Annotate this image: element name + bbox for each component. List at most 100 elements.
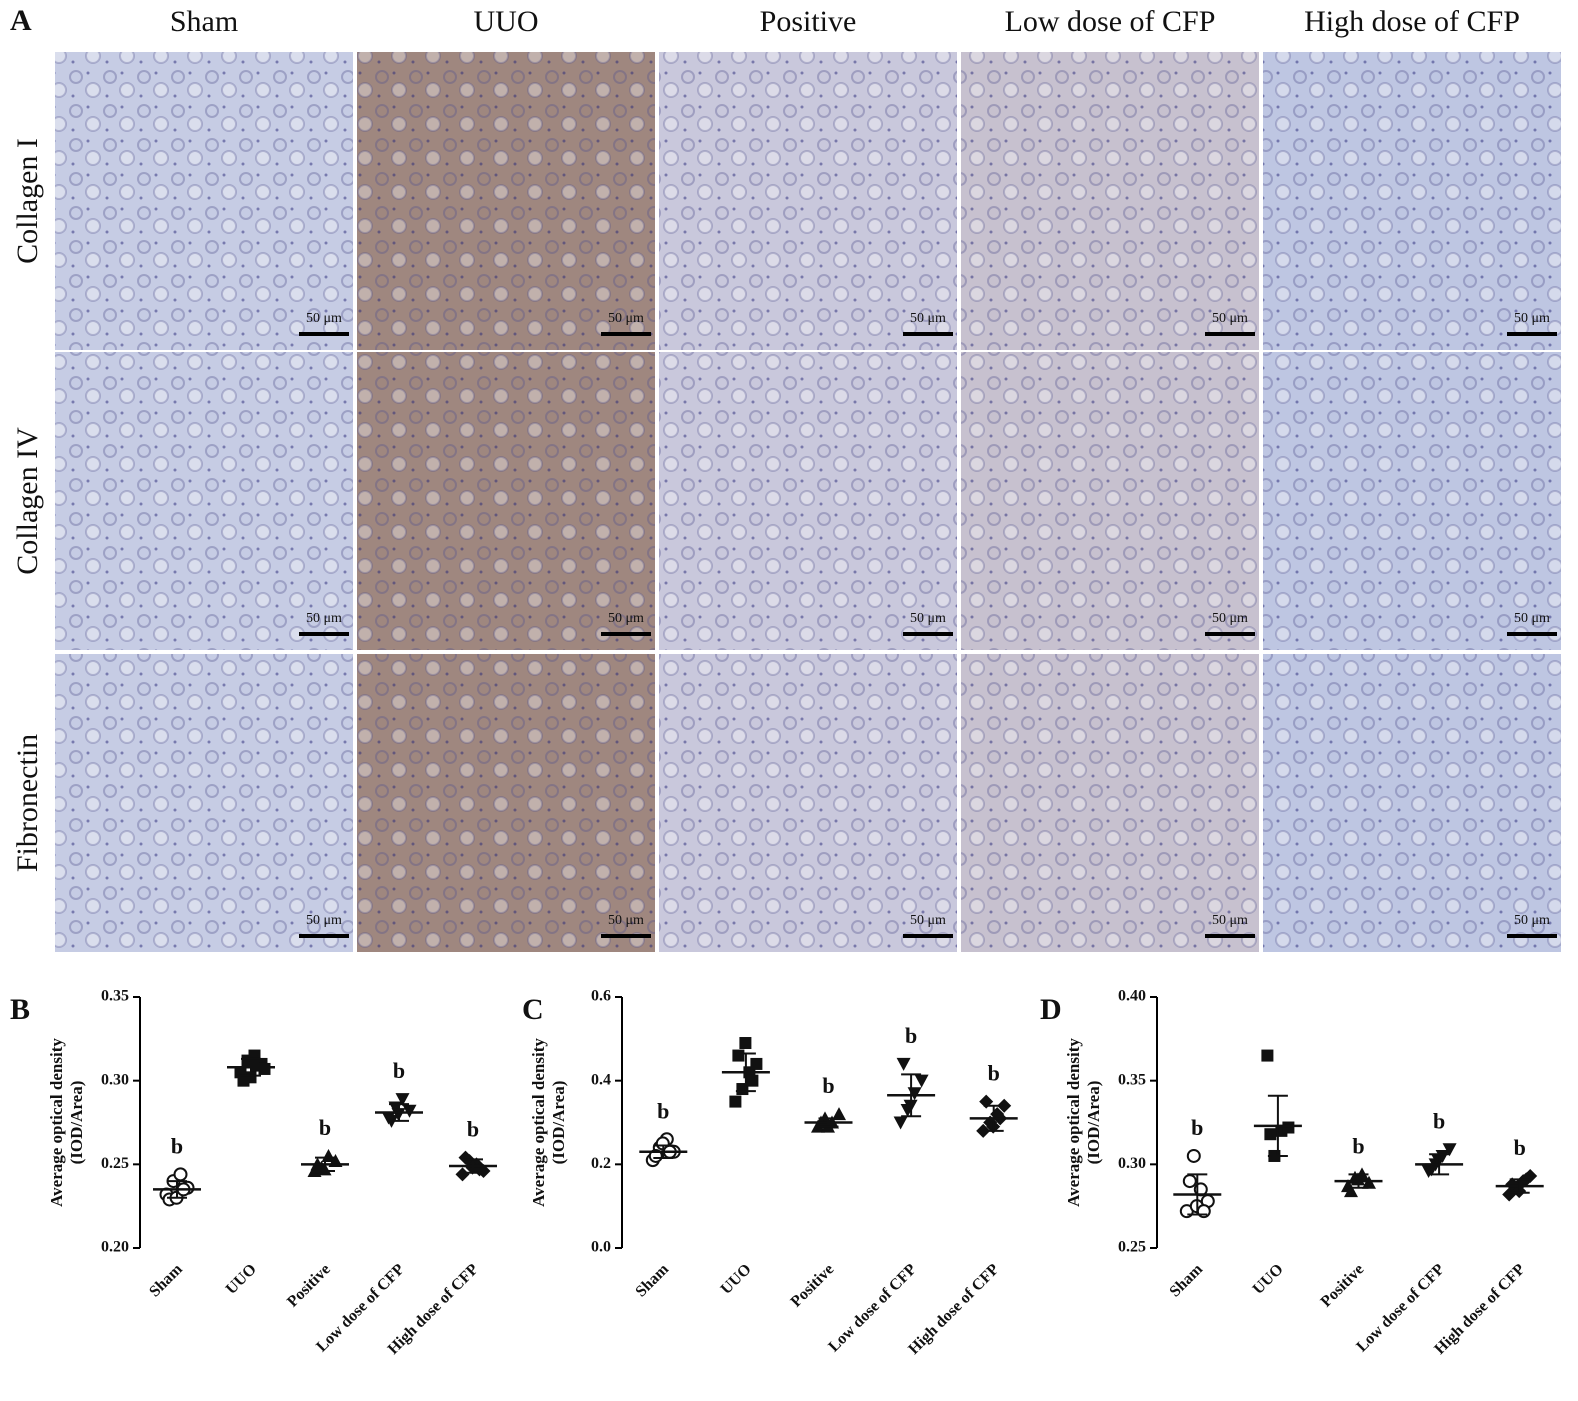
y-tick-label: 0.20 [101, 1239, 129, 1256]
point [732, 1049, 745, 1062]
point [173, 1167, 188, 1182]
point [1186, 1148, 1201, 1163]
column-label: Sham [170, 5, 238, 38]
panel-label: A [10, 4, 32, 37]
point [997, 1098, 1012, 1113]
y-tick-label: 0.0 [591, 1239, 611, 1256]
scale-bar-label: 50 μm [1212, 913, 1248, 928]
scale-bar-label: 50 μm [910, 311, 946, 326]
annotation: b [657, 1098, 669, 1123]
annotation: b [988, 1061, 1000, 1086]
point [729, 1095, 742, 1108]
point [1282, 1121, 1295, 1134]
annotation: b [467, 1117, 479, 1142]
point [307, 1164, 322, 1178]
point [907, 1087, 922, 1101]
annotation: b [1433, 1108, 1445, 1133]
point [1424, 1163, 1439, 1177]
scale-bar-label: 50 μm [306, 611, 342, 626]
micrograph-texture [961, 52, 1259, 350]
annotation: b [171, 1133, 183, 1158]
row-label: Collagen IV [11, 427, 44, 575]
x-tick-label: High dose of CFP [1431, 1261, 1528, 1358]
point [244, 1071, 257, 1084]
x-tick-label: Positive [284, 1261, 334, 1311]
y-tick-label: 0.35 [101, 988, 129, 1005]
x-tick-label: Sham [632, 1260, 672, 1300]
x-tick-label: UUO [1250, 1261, 1287, 1298]
micrograph-texture [1263, 52, 1561, 350]
annotation: b [1514, 1135, 1526, 1160]
point [746, 1074, 759, 1087]
y-tick-label: 0.30 [101, 1071, 129, 1088]
micrograph-texture [357, 654, 655, 952]
scale-bar-label: 50 μm [608, 611, 644, 626]
scale-bar-label: 50 μm [608, 913, 644, 928]
column-label: Low dose of CFP [1005, 5, 1216, 38]
x-tick-label: Positive [1318, 1261, 1368, 1311]
micrograph-texture [55, 52, 353, 350]
annotation: b [1352, 1133, 1364, 1158]
y-tick-label: 0.40 [1118, 988, 1146, 1005]
x-tick-label: UUO [718, 1261, 755, 1298]
micrograph-texture [659, 654, 957, 952]
y-tick-label: 0.25 [1118, 1239, 1146, 1256]
x-tick-label: Low dose of CFP [825, 1261, 920, 1356]
point [1261, 1049, 1274, 1062]
scale-bar-label: 50 μm [1212, 611, 1248, 626]
y-tick-label: 0.2 [591, 1155, 611, 1172]
column-label: Positive [760, 5, 857, 38]
y-axis-label: (IOD/Area) [67, 1081, 86, 1165]
panel-label: D [1040, 993, 1062, 1026]
scale-bar-label: 50 μm [1514, 913, 1550, 928]
y-axis-label: Average optical density [47, 1038, 66, 1207]
y-axis-label: (IOD/Area) [1084, 1081, 1103, 1165]
point [1264, 1128, 1277, 1141]
point [750, 1057, 763, 1070]
panel-label: C [522, 993, 544, 1026]
x-tick-label: Sham [1166, 1260, 1206, 1300]
annotation: b [319, 1115, 331, 1140]
annotation: b [822, 1073, 834, 1098]
point [1442, 1143, 1457, 1157]
row-label: Fibronectin [11, 734, 44, 872]
point [893, 1116, 908, 1130]
y-axis-label: (IOD/Area) [549, 1081, 568, 1165]
scale-bar-label: 50 μm [910, 611, 946, 626]
micrograph-texture [1263, 352, 1561, 650]
y-axis-label: Average optical density [1064, 1038, 1083, 1207]
x-tick-label: Sham [146, 1260, 186, 1300]
point [458, 1150, 473, 1165]
column-label: UUO [474, 5, 539, 38]
point [455, 1167, 470, 1182]
annotation: b [1191, 1115, 1203, 1140]
point [896, 1057, 911, 1071]
row-label: Collagen I [11, 138, 44, 264]
scale-bar-label: 50 μm [1212, 311, 1248, 326]
point [1344, 1184, 1358, 1198]
micrograph-texture [357, 52, 655, 350]
point [395, 1093, 410, 1107]
point [258, 1062, 271, 1075]
scale-bar-label: 50 μm [1514, 611, 1550, 626]
y-tick-label: 0.30 [1118, 1155, 1146, 1172]
point [1182, 1174, 1197, 1189]
annotation: b [393, 1058, 405, 1083]
scale-bar-label: 50 μm [306, 311, 342, 326]
y-tick-label: 0.4 [591, 1071, 611, 1088]
point [739, 1037, 752, 1050]
micrograph-texture [357, 352, 655, 650]
micrograph-texture [659, 352, 957, 650]
scale-bar-label: 50 μm [1514, 311, 1550, 326]
annotation: b [905, 1023, 917, 1048]
micrograph-texture [961, 654, 1259, 952]
y-tick-label: 0.25 [101, 1155, 129, 1172]
scale-bar-label: 50 μm [910, 913, 946, 928]
micrograph-texture [55, 352, 353, 650]
micrograph-texture [961, 352, 1259, 650]
y-axis-label: Average optical density [529, 1038, 548, 1207]
x-tick-label: Positive [788, 1261, 838, 1311]
micrograph-texture [659, 52, 957, 350]
micrograph-texture [55, 654, 353, 952]
